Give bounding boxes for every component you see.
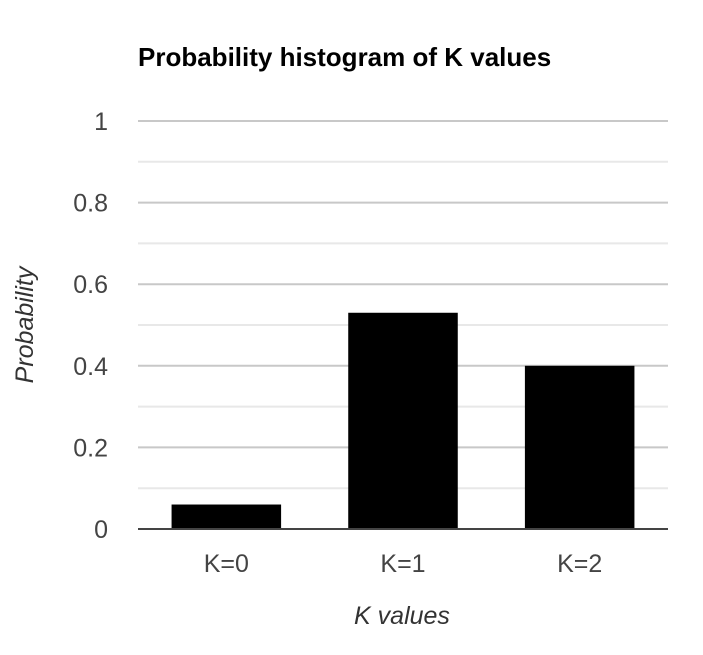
y-axis-ticks: 0 0.2 0.4 0.6 0.8 1	[73, 108, 108, 544]
y-tick-label: 0.2	[73, 434, 108, 462]
y-tick-label: 0.8	[73, 190, 108, 218]
y-tick-label: 1	[94, 108, 108, 136]
x-axis-ticks: K=0 K=1 K=2	[204, 550, 603, 578]
bar-k1	[348, 312, 458, 529]
x-tick-label: K=1	[380, 550, 425, 578]
y-tick-label: 0.6	[73, 271, 108, 299]
x-tick-label: K=2	[557, 550, 602, 578]
bar-k0	[171, 504, 282, 529]
y-axis-label: Probability	[11, 265, 39, 383]
bars	[171, 312, 635, 529]
y-tick-label: 0.4	[73, 353, 108, 381]
x-tick-label: K=0	[204, 550, 249, 578]
y-tick-label: 0	[94, 516, 108, 544]
x-axis-label: K values	[354, 602, 450, 630]
chart-title: Probability histogram of K values	[138, 42, 551, 72]
bar-k2	[524, 365, 635, 529]
